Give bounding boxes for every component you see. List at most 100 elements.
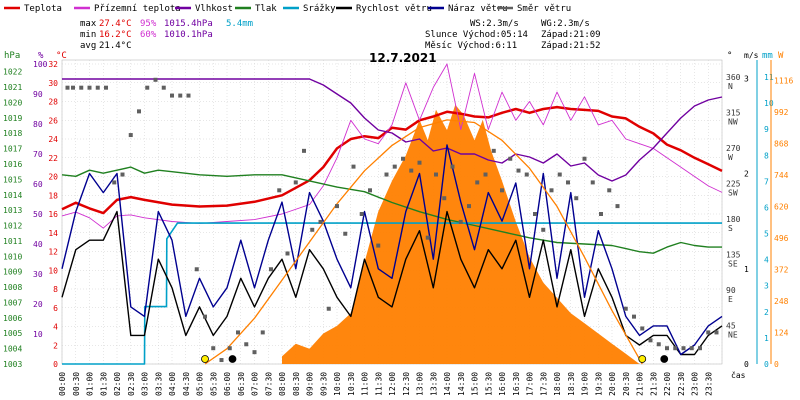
wind-direction-point [467,204,471,209]
wind-direction-point [326,306,331,311]
legend-label: Náraz větru [448,4,508,14]
legend-label: Směr větru [517,4,571,14]
wind-direction-point [582,156,587,161]
wind-direction-point [623,306,628,311]
stat-avg-label: avg [80,41,96,51]
wind-direction-point [269,267,273,272]
time-tick-label: 13:30 [429,372,438,396]
wind-direction-point [194,267,199,272]
time-tick-label: 19:30 [594,372,603,396]
time-tick-label: 09:30 [319,372,328,396]
axis-unit-hpa: hPa [4,51,20,61]
mm-tick-label: 6 [764,203,769,212]
stat-max-temp: 27.4°C [99,19,132,29]
w-tick-label: 124 [774,328,789,337]
info-sun: Slunce Východ:05:14 [425,30,528,40]
time-tick-label: 07:30 [264,372,273,396]
wind-direction-point [112,180,117,185]
time-tick-label: 03:00 [141,372,150,396]
wind-direction-point [533,212,537,216]
pct-tick-label: 80 [33,120,43,129]
wind-direction-point [219,358,224,363]
wind-direction-point [656,342,661,347]
wind-direction-point [186,93,191,98]
wind-direction-point [252,350,257,355]
stat-avg-temp: 21.4°C [99,41,132,51]
time-tick-label: 12:00 [388,372,397,396]
pct-tick-label: 90 [33,90,43,99]
wind-direction-point [607,188,612,193]
marker-sun-rise [201,355,209,363]
axes: hPa% °C ° mmm/s W102210211020101910181017101… [3,51,793,396]
hpa-tick-label: 1021 [3,83,22,92]
wind-direction-point [409,168,414,173]
time-tick-label: 13:00 [416,372,425,396]
wind-direction-point [392,164,397,169]
pct-tick-label: 20 [33,300,43,309]
wind-direction-point [170,93,174,98]
time-tick-label: 23:30 [704,372,713,396]
wind-direction-point [425,235,430,240]
wind-direction-point [277,188,282,193]
stat-min-temp: 16.2°C [99,30,132,40]
wind-direction-point [681,346,686,351]
pct-tick-label: 60 [33,180,43,189]
w-tick-label: 248 [774,297,789,306]
wind-direction-point [161,85,166,90]
temp-tick-label: 2 [53,341,58,350]
wind-direction-point [714,330,719,335]
mm-tick-label: 11 [764,73,774,82]
axis-unit-w: W [778,51,784,61]
wind-direction-point [335,204,339,209]
wind-direction-point [137,109,141,114]
wind-direction-point [574,196,579,201]
axis-unit-dir: ° [727,51,732,61]
time-tick-label: 15:00 [471,372,480,396]
wind-direction-point [401,156,405,161]
hpa-tick-label: 1010 [3,252,22,261]
ms-tick-label: 0 [744,360,749,369]
time-tick-label: 08:00 [278,372,287,396]
time-tick-label: 17:30 [539,372,548,396]
hpa-tick-label: 1022 [3,68,22,77]
hpa-tick-label: 1006 [3,314,22,323]
time-tick-label: 01:30 [99,372,108,396]
hpa-tick-label: 1008 [3,283,22,292]
axis-unit-ms: m/s [744,51,759,60]
solar-radiation-fill [282,104,640,364]
mm-tick-label: 2 [764,308,769,317]
hpa-tick-label: 1013 [3,206,22,215]
wind-direction-point [590,180,595,185]
time-tick-label: 04:30 [182,372,191,396]
wind-direction-point [120,172,125,177]
hpa-tick-label: 1007 [3,298,22,307]
dir-tick-name: N [728,82,733,91]
series-line-p-zemn-teplota [61,63,723,229]
wind-direction-point [153,77,158,82]
time-tick-label: 14:30 [457,372,466,396]
time-tick-label: 10:00 [333,372,342,396]
dir-tick-name: NE [728,330,738,339]
wind-direction-point [302,148,306,153]
dir-tick-name: SW [728,188,738,197]
hpa-tick-label: 1014 [3,191,22,200]
time-tick-label: 11:30 [374,372,383,396]
legend-label: Přízemní teplota [94,4,181,14]
wind-direction-point [673,346,678,351]
wind-direction-point [368,188,372,193]
stat-max-label: max [80,19,97,29]
wind-direction-point [203,314,207,319]
wind-direction-point [310,227,315,232]
wind-direction-point [508,156,513,161]
wind-direction-point [359,212,364,216]
dir-tick-label: 315 [726,108,741,117]
time-tick-label: 11:00 [361,372,370,396]
mm-tick-label: 10 [764,99,774,108]
time-tick-label: 21:00 [636,372,645,396]
dir-tick-label: 180 [726,215,741,224]
dir-tick-name: W [728,153,733,162]
axis-unit-pct: % [38,51,44,61]
wind-direction-point [128,133,133,138]
hpa-tick-label: 1019 [3,114,22,123]
wind-direction-point [475,180,480,185]
